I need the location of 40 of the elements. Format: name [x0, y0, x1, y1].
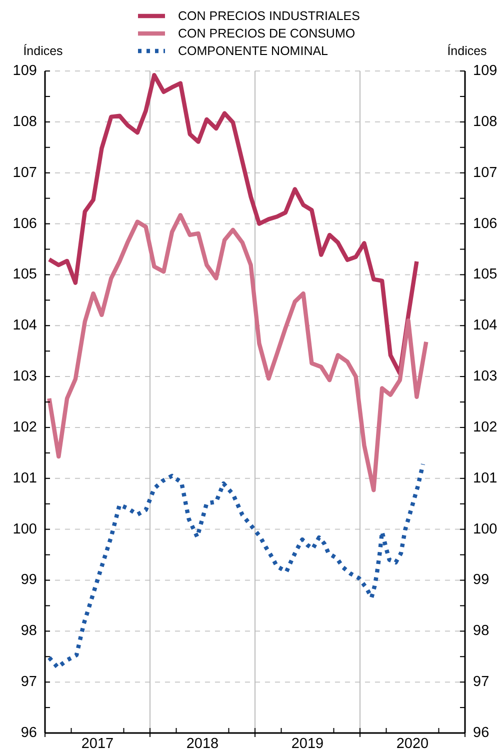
legend-label: CON PRECIOS DE CONSUMO [178, 26, 356, 40]
line-series [47, 72, 419, 376]
y2-tick-label: 109 [473, 63, 498, 79]
y-axis-title: Índices [23, 44, 63, 58]
y-tick-label: 102 [12, 419, 37, 436]
y-tick-label: 97 [20, 674, 37, 690]
y-tick-label: 108 [12, 114, 37, 130]
y2-tick-label: 102 [473, 419, 498, 436]
y2-tick-label: 100 [473, 521, 498, 538]
y-tick-label: 98 [20, 623, 37, 640]
y2-tick-label: 98 [473, 623, 490, 640]
y2-tick-label: 104 [473, 318, 498, 334]
x-tick-label: 2020 [396, 736, 429, 752]
y2-tick-label: 107 [473, 164, 498, 181]
y-tick-label: 100 [12, 521, 37, 538]
x-tick-label: 2017 [81, 736, 114, 752]
y2-axis-title: Índices [447, 44, 487, 58]
y-tick-label: 96 [20, 725, 37, 741]
y2-tick-label: 101 [473, 470, 498, 486]
y2-tick-label: 106 [473, 216, 498, 232]
y-tick-label: 103 [12, 368, 37, 385]
y-tick-label: 99 [20, 572, 37, 588]
line-series [47, 213, 428, 492]
y2-tick-label: 105 [473, 266, 498, 283]
y-tick-label: 106 [12, 216, 37, 232]
y2-tick-label: 99 [473, 572, 490, 588]
legend-label: CON PRECIOS INDUSTRIALES [178, 9, 360, 23]
y-tick-label: 104 [12, 318, 37, 334]
line-series [47, 462, 426, 670]
y-tick-label: 101 [12, 470, 37, 486]
y-tick-label: 105 [12, 266, 37, 283]
y-tick-label: 107 [12, 164, 37, 181]
x-tick-label: 2019 [291, 736, 324, 752]
y-tick-label: 109 [12, 63, 37, 79]
legend-label: COMPONENTE NOMINAL [178, 44, 328, 58]
y2-tick-label: 97 [473, 674, 490, 690]
x-tick-label: 2018 [186, 736, 219, 752]
y2-tick-label: 96 [473, 725, 490, 741]
y2-tick-label: 108 [473, 114, 498, 130]
y2-tick-label: 103 [473, 368, 498, 385]
